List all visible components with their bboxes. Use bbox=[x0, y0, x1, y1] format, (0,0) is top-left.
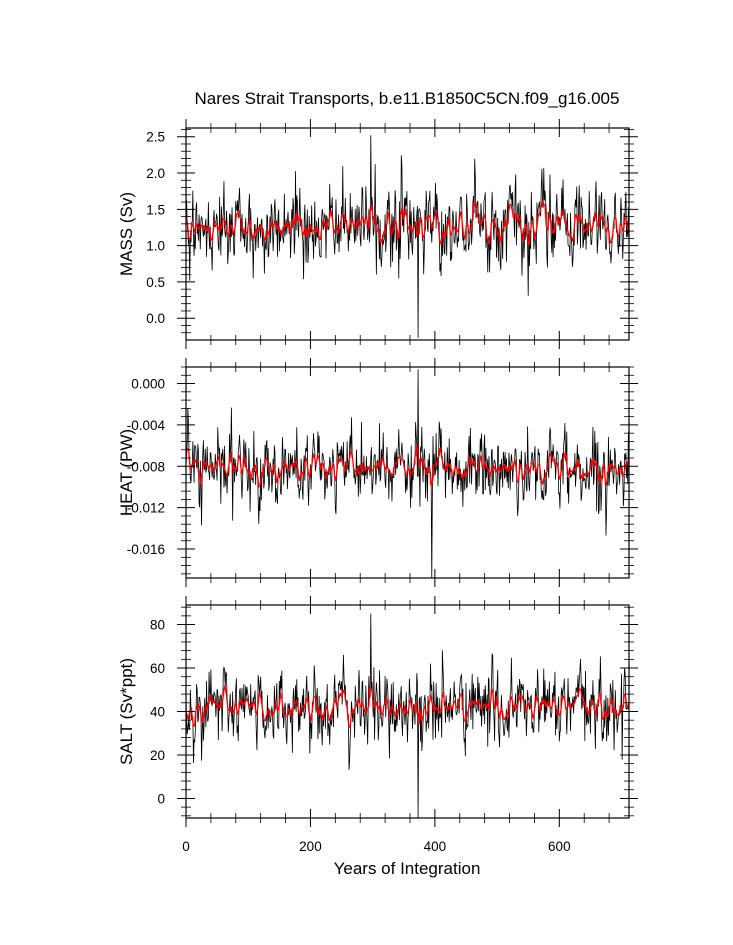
panel-2-data bbox=[186, 613, 629, 818]
panel-2-ytick-label: 20 bbox=[150, 748, 165, 763]
panel-2: 0 20 40 60 80 SALT (Sv*ppt) bbox=[117, 596, 638, 827]
panel-0-smoothed-line bbox=[186, 200, 629, 246]
panel-2-annual-line bbox=[186, 613, 629, 818]
chart-title: Nares Strait Transports, b.e11.B1850C5CN… bbox=[195, 89, 620, 108]
panel-0-data bbox=[186, 135, 629, 338]
panel-0-ytick-label: 1.5 bbox=[146, 202, 165, 217]
panel-1-smoothed-line bbox=[186, 444, 629, 489]
panels-layer: 0.0 0.5 1.0 1.5 2.0 2.5 MASS (Sv) 0.000 -0.004 -0… bbox=[117, 119, 638, 854]
panel-2-ytick-label: 60 bbox=[150, 661, 165, 676]
panel-0-frame bbox=[185, 127, 630, 341]
panel-1-frame bbox=[185, 366, 630, 579]
panel-0: 0.0 0.5 1.0 1.5 2.0 2.5 MASS (Sv) bbox=[117, 119, 638, 349]
xtick-label: 600 bbox=[548, 839, 571, 854]
panel-2-ytick-label: 0 bbox=[157, 791, 165, 806]
panel-1-annual-line bbox=[186, 369, 629, 578]
panel-1-ylabel: HEAT (PW) bbox=[117, 429, 136, 516]
x-axis-label: Years of Integration bbox=[334, 859, 481, 878]
xtick-label: 400 bbox=[424, 839, 447, 854]
xtick-label: 200 bbox=[299, 839, 322, 854]
panel-1-ytick-label: -0.004 bbox=[127, 418, 166, 433]
panel-2-ytick-label: 40 bbox=[150, 705, 165, 720]
panel-0-ytick-label: 0.0 bbox=[146, 311, 165, 326]
panel-0-ytick-label: 1.0 bbox=[146, 239, 165, 254]
panel-2-smoothed-line bbox=[186, 685, 629, 728]
panel-1-data bbox=[186, 369, 629, 578]
panel-0-ytick-label: 2.5 bbox=[146, 130, 165, 145]
panel-1-ytick-label: -0.008 bbox=[127, 459, 165, 474]
panel-0-ytick-label: 0.5 bbox=[146, 275, 165, 290]
panel-2-ytick-label: 80 bbox=[150, 618, 165, 633]
panel-1-ytick-label: 0.000 bbox=[131, 377, 165, 392]
panel-2-ylabel: SALT (Sv*ppt) bbox=[117, 658, 136, 765]
panel-0-ylabel: MASS (Sv) bbox=[117, 192, 136, 276]
xtick-label: 0 bbox=[182, 839, 190, 854]
panel-1-ytick-label: -0.016 bbox=[127, 542, 165, 557]
panel-0-ytick-label: 2.0 bbox=[146, 166, 165, 181]
panel-1: 0.000 -0.004 -0.008 -0.012 -0.016 HEAT (PW) bbox=[117, 358, 638, 587]
panel-1-ytick-label: -0.012 bbox=[127, 501, 165, 516]
